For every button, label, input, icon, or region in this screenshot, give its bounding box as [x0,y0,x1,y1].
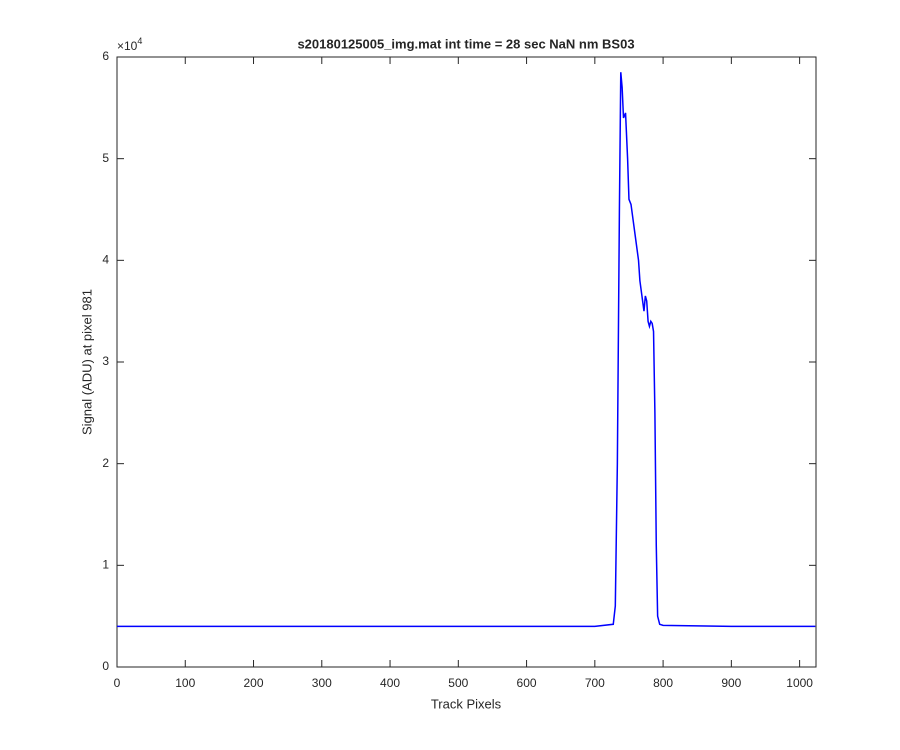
x-tick-label: 300 [312,676,332,690]
y-tick-label: 1 [102,558,109,572]
x-tick-label: 0 [114,676,121,690]
x-tick-label: 200 [244,676,264,690]
x-tick-label: 500 [448,676,468,690]
x-tick-label: 400 [380,676,400,690]
chart-title: s20180125005_img.mat int time = 28 sec N… [297,36,634,51]
y-tick-label: 0 [102,659,109,673]
line-series [117,72,816,628]
y-tick-label: 5 [102,151,109,165]
x-tick-label: 1000 [786,676,813,690]
x-axis-label: Track Pixels [431,696,502,711]
x-tick-label: 600 [517,676,537,690]
x-tick-label: 900 [721,676,741,690]
y-multiplier: ×104 [117,36,142,53]
x-tick-label: 800 [653,676,673,690]
multiplier-base: ×10 [117,39,138,53]
x-tick-label: 700 [585,676,605,690]
y-tick-label: 3 [102,354,109,368]
y-axis-label: Signal (ADU) at pixel 981 [79,289,94,435]
y-tick-label: 6 [102,49,109,63]
y-tick-label: 4 [102,253,109,267]
x-tick-label: 100 [175,676,195,690]
multiplier-exponent: 4 [137,36,142,46]
plot-area [116,56,817,668]
y-tick-label: 2 [102,456,109,470]
